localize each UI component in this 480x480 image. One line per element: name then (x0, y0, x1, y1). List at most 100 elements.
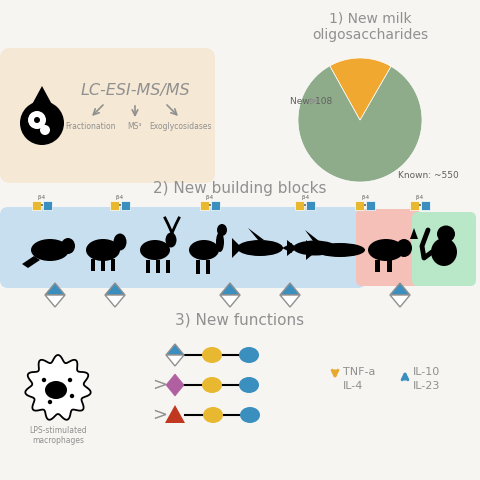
Bar (211, 201, 220, 209)
Bar (166, 260, 170, 273)
Polygon shape (220, 295, 240, 307)
Bar (419, 204, 421, 206)
Bar (206, 260, 210, 274)
Circle shape (28, 111, 46, 129)
Ellipse shape (113, 233, 127, 251)
Ellipse shape (217, 224, 227, 236)
Polygon shape (280, 283, 300, 295)
Text: LPS-stimulated
macrophages: LPS-stimulated macrophages (29, 426, 87, 445)
Bar (43, 201, 52, 209)
Ellipse shape (239, 377, 259, 393)
Text: IL-10: IL-10 (413, 367, 440, 377)
Ellipse shape (437, 226, 455, 242)
Circle shape (68, 378, 72, 382)
Text: 3) New functions: 3) New functions (175, 312, 305, 327)
Ellipse shape (237, 240, 283, 256)
Bar (387, 260, 392, 272)
FancyBboxPatch shape (412, 212, 476, 286)
Circle shape (20, 101, 64, 145)
Text: β-4: β-4 (301, 194, 309, 200)
Text: MS³: MS³ (128, 122, 142, 131)
Polygon shape (220, 283, 240, 295)
Polygon shape (390, 283, 410, 295)
Polygon shape (248, 228, 264, 240)
Bar (366, 201, 375, 209)
FancyBboxPatch shape (356, 209, 420, 286)
FancyBboxPatch shape (0, 207, 366, 288)
Circle shape (70, 394, 74, 398)
Polygon shape (287, 240, 297, 256)
Ellipse shape (293, 240, 337, 255)
Text: LC-ESI-MS/MS: LC-ESI-MS/MS (80, 83, 190, 97)
Text: >: > (153, 376, 168, 394)
Text: IL-23: IL-23 (413, 381, 440, 391)
Polygon shape (165, 405, 185, 423)
Bar (196, 260, 200, 274)
Text: Fractionation: Fractionation (65, 122, 115, 131)
Bar (355, 201, 364, 209)
Ellipse shape (140, 240, 170, 260)
Bar (91, 259, 95, 271)
Bar (200, 201, 209, 209)
Ellipse shape (166, 232, 177, 248)
Text: β-4: β-4 (38, 194, 46, 200)
Text: β-4: β-4 (416, 194, 424, 200)
Bar (410, 201, 419, 209)
Bar (209, 204, 211, 206)
Bar (119, 204, 121, 206)
Polygon shape (166, 344, 184, 355)
Ellipse shape (86, 239, 120, 261)
Circle shape (40, 125, 50, 135)
Bar (111, 259, 115, 271)
Bar (101, 259, 105, 271)
Text: Known: ~550: Known: ~550 (398, 170, 459, 180)
Text: β-4: β-4 (116, 194, 124, 200)
Bar (306, 201, 315, 209)
Polygon shape (166, 374, 184, 396)
Ellipse shape (368, 239, 404, 261)
Circle shape (42, 378, 46, 382)
Ellipse shape (31, 239, 69, 261)
Polygon shape (306, 240, 318, 260)
Text: β-4: β-4 (206, 194, 214, 200)
FancyBboxPatch shape (0, 48, 215, 183)
Bar (295, 201, 304, 209)
Text: New: 108: New: 108 (290, 97, 332, 107)
Ellipse shape (315, 243, 365, 257)
Text: IL-4: IL-4 (343, 381, 363, 391)
Polygon shape (390, 295, 410, 307)
Ellipse shape (240, 407, 260, 423)
Text: Exoglycosidases: Exoglycosidases (149, 122, 211, 131)
Polygon shape (45, 283, 65, 295)
Text: β-4: β-4 (361, 194, 369, 200)
Ellipse shape (203, 407, 223, 423)
Ellipse shape (61, 238, 75, 254)
Polygon shape (330, 58, 391, 120)
Bar (41, 204, 43, 206)
Ellipse shape (216, 232, 224, 252)
Polygon shape (298, 66, 422, 182)
Polygon shape (166, 355, 184, 366)
Ellipse shape (396, 239, 412, 257)
Polygon shape (25, 355, 91, 420)
Bar (156, 260, 160, 273)
Bar (364, 204, 366, 206)
Polygon shape (282, 243, 292, 253)
Text: 2) New building blocks: 2) New building blocks (153, 180, 327, 195)
Ellipse shape (239, 347, 259, 363)
Text: TNF-a: TNF-a (343, 367, 375, 377)
Bar (421, 201, 430, 209)
Bar (121, 201, 130, 209)
Text: >: > (153, 406, 168, 424)
Ellipse shape (202, 347, 222, 363)
Polygon shape (280, 295, 300, 307)
Polygon shape (105, 295, 125, 307)
Bar (304, 204, 306, 206)
Polygon shape (22, 256, 40, 268)
Polygon shape (105, 283, 125, 295)
Polygon shape (410, 228, 418, 239)
Ellipse shape (45, 381, 67, 399)
Polygon shape (232, 238, 242, 258)
Polygon shape (29, 86, 55, 110)
Polygon shape (305, 230, 319, 241)
